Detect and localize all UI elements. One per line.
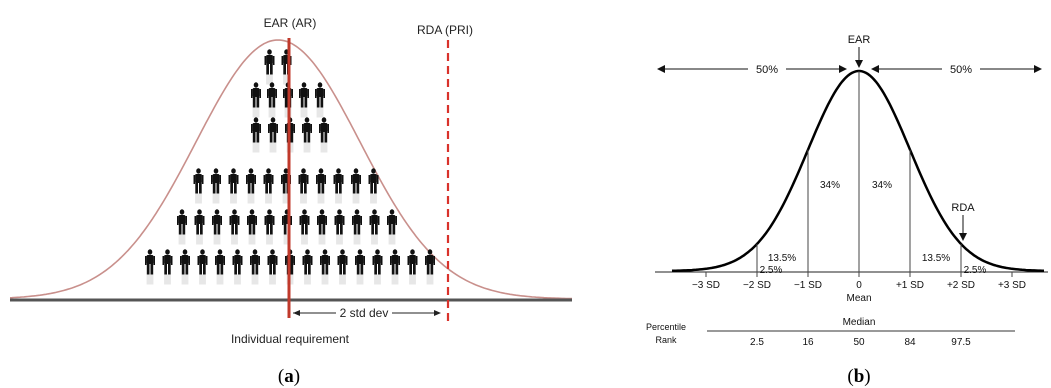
- person-icon: [250, 249, 260, 285]
- sd-divider-lines: [705, 71, 1013, 277]
- region-label-5: 13.5%: [922, 253, 950, 264]
- person-icon: [317, 209, 327, 245]
- person-icon: [267, 82, 277, 118]
- sd-tick-label: −2 SD: [743, 280, 771, 291]
- person-icon: [247, 209, 257, 245]
- person-icon: [334, 209, 345, 245]
- region-label-1: 2.5%: [760, 265, 783, 276]
- person-icon: [264, 209, 275, 245]
- person-icon: [246, 168, 256, 204]
- std-dev-arrow: [293, 310, 441, 316]
- person-icon: [251, 82, 261, 118]
- percentile-value: 16: [802, 337, 814, 348]
- person-icon: [263, 168, 274, 204]
- rda-down-arrow: [959, 215, 967, 241]
- sd-tick-label: +1 SD: [896, 280, 924, 291]
- ear-label-b: EAR: [848, 34, 871, 46]
- x-axis-label-a: Individual requirement: [231, 332, 350, 346]
- panel-b: −3 SD −2 SD −1 SD 0 +1 SD +2 SD +3 SD EAR 50% …: [646, 34, 1048, 387]
- person-icon: [177, 209, 187, 245]
- sd-tick-label: +2 SD: [947, 280, 975, 291]
- person-icon: [264, 49, 275, 85]
- region-label-4: 34%: [872, 180, 892, 191]
- sd-tick-label: −1 SD: [794, 280, 822, 291]
- mean-label: Mean: [846, 293, 871, 304]
- person-icon: [425, 249, 435, 285]
- person-icon: [251, 117, 261, 153]
- person-icon: [268, 117, 278, 153]
- person-icon: [315, 82, 325, 118]
- person-icon: [372, 249, 383, 285]
- person-icon: [228, 168, 239, 204]
- rda-label-a: RDA (PRI): [417, 23, 473, 37]
- rda-label-b: RDA: [951, 202, 975, 214]
- percentile-value: 50: [853, 337, 865, 348]
- region-label-3: 34%: [820, 180, 840, 191]
- person-icon: [212, 209, 222, 245]
- person-icon: [316, 168, 326, 204]
- percentile-value: 2.5: [750, 337, 764, 348]
- sd-tick-label: +3 SD: [998, 280, 1026, 291]
- population-curve-a: [9, 39, 573, 300]
- person-icon: [197, 249, 208, 285]
- left-percent-label: 50%: [756, 64, 778, 76]
- person-icon: [302, 117, 312, 153]
- person-icon: [352, 209, 362, 245]
- right-half-arrow: [871, 65, 1042, 73]
- caption-b: (b): [847, 366, 870, 387]
- person-icon: [390, 249, 400, 285]
- sd-tick-label: −3 SD: [692, 280, 720, 291]
- person-icon: [337, 249, 348, 285]
- person-icon: [215, 249, 225, 285]
- ear-label-a: EAR (AR): [264, 16, 317, 30]
- person-icon: [232, 249, 243, 285]
- percentile-value: 84: [904, 337, 916, 348]
- panel-a: EAR (AR) RDA (PRI) 2 std dev Individual …: [9, 16, 573, 387]
- person-icon: [319, 117, 329, 153]
- person-icon: [267, 249, 278, 285]
- person-icon: [194, 209, 205, 245]
- person-icon: [368, 168, 379, 204]
- left-half-arrow: [657, 65, 847, 73]
- median-label: Median: [843, 317, 876, 328]
- sd-tick-label: 0: [856, 280, 862, 291]
- sd-tick-labels: −3 SD −2 SD −1 SD 0 +1 SD +2 SD +3 SD: [692, 280, 1026, 291]
- std-dev-label: 2 std dev: [340, 306, 389, 320]
- person-icon: [320, 249, 330, 285]
- person-icon: [387, 209, 397, 245]
- person-icon: [333, 168, 344, 204]
- person-icon: [229, 209, 240, 245]
- region-label-2: 13.5%: [768, 253, 796, 264]
- person-icon: [299, 209, 310, 245]
- person-icon: [355, 249, 365, 285]
- normal-curve-b: [671, 69, 1044, 273]
- ear-down-arrow: [855, 47, 863, 68]
- person-icon: [162, 249, 173, 285]
- person-icon: [302, 249, 313, 285]
- caption-a: (a): [278, 366, 300, 387]
- percentile-values: 2.5 16 50 84 97.5: [750, 337, 971, 348]
- person-icon: [407, 249, 418, 285]
- person-icon: [145, 249, 155, 285]
- person-icon: [369, 209, 380, 245]
- person-icon: [193, 168, 204, 204]
- percentile-label: Percentile: [646, 322, 686, 332]
- rank-label: Rank: [655, 335, 677, 345]
- right-percent-label: 50%: [950, 64, 972, 76]
- percentile-value: 97.5: [951, 337, 971, 348]
- person-icon: [211, 168, 221, 204]
- person-icon: [351, 168, 361, 204]
- region-label-6: 2.5%: [964, 265, 987, 276]
- person-icon: [299, 82, 309, 118]
- person-icon: [180, 249, 190, 285]
- person-icon: [298, 168, 309, 204]
